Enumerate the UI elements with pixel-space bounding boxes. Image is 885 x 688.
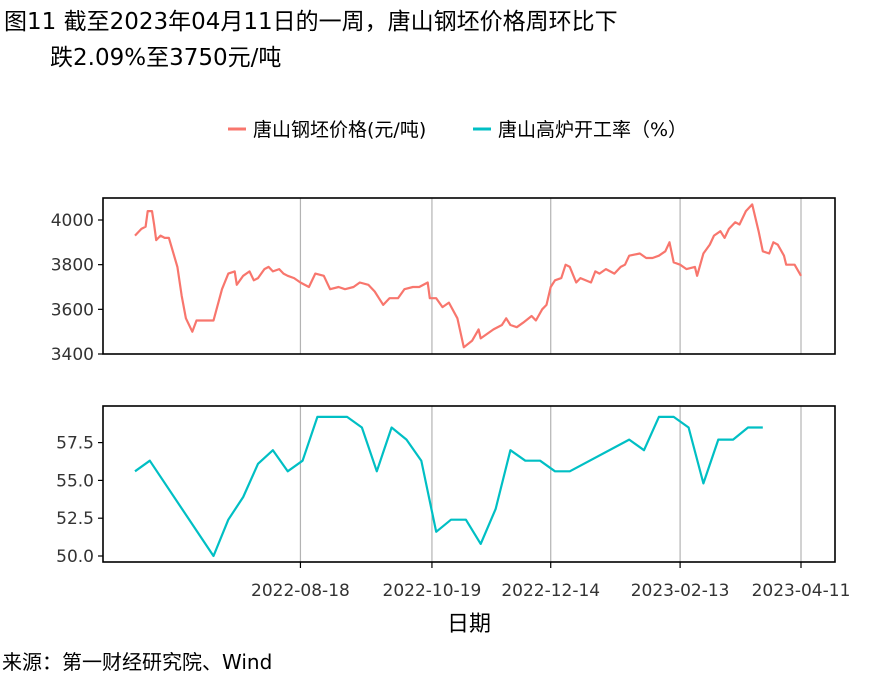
utilization-ytick-label-1: 55.0 (56, 471, 94, 491)
price-ytick-label-2: 3600 (51, 300, 94, 320)
chart-title-line1: 图11 截至2023年04月11日的一周，唐山钢坯价格周环比下 (4, 9, 618, 35)
legend-price-label: 唐山钢坯价格(元/吨) (253, 119, 426, 141)
x-tick-label-3: 2023-02-13 (631, 581, 730, 601)
utilization-ytick-label-2: 52.5 (56, 509, 94, 529)
utilization-series-line (134, 415, 763, 558)
x-tick-label-2: 2022-12-14 (501, 581, 600, 601)
x-tick-label-4: 2023-04-11 (752, 581, 851, 601)
x-tick-label-1: 2022-10-19 (383, 581, 482, 601)
source-note: 来源：第一财经研究院、Wind (2, 650, 273, 674)
chart-title: 图11 截至2023年04月11日的一周，唐山钢坯价格周环比下 跌2.09%至3… (4, 4, 874, 76)
chart-title-line2: 跌2.09%至3750元/吨 (50, 45, 282, 71)
legend-utilization-label: 唐山高炉开工率（%） (498, 119, 687, 141)
price-ytick-label-3: 3400 (51, 345, 94, 365)
x-tick-label-0: 2022-08-18 (251, 581, 350, 601)
price-series-line (134, 203, 802, 349)
price-panel-border (102, 197, 836, 355)
chart-legend: 唐山钢坯价格(元/吨) 唐山高炉开工率（%） (228, 119, 687, 141)
x-axis-title: 日期 (447, 612, 491, 637)
utilization-panel-border (102, 405, 836, 563)
price-ytick-label-0: 4000 (51, 211, 94, 231)
x-axis: 2022-08-18 2022-10-19 2022-12-14 2023-02-13… (251, 562, 850, 637)
utilization-ytick-label-0: 57.5 (56, 434, 94, 454)
utilization-ytick-label-3: 50.0 (56, 547, 94, 567)
price-ytick-label-1: 3800 (51, 256, 94, 276)
utilization-panel: 57.5 55.0 52.5 50.0 (56, 405, 836, 567)
price-panel: 4000 3800 3600 3400 (51, 197, 836, 365)
